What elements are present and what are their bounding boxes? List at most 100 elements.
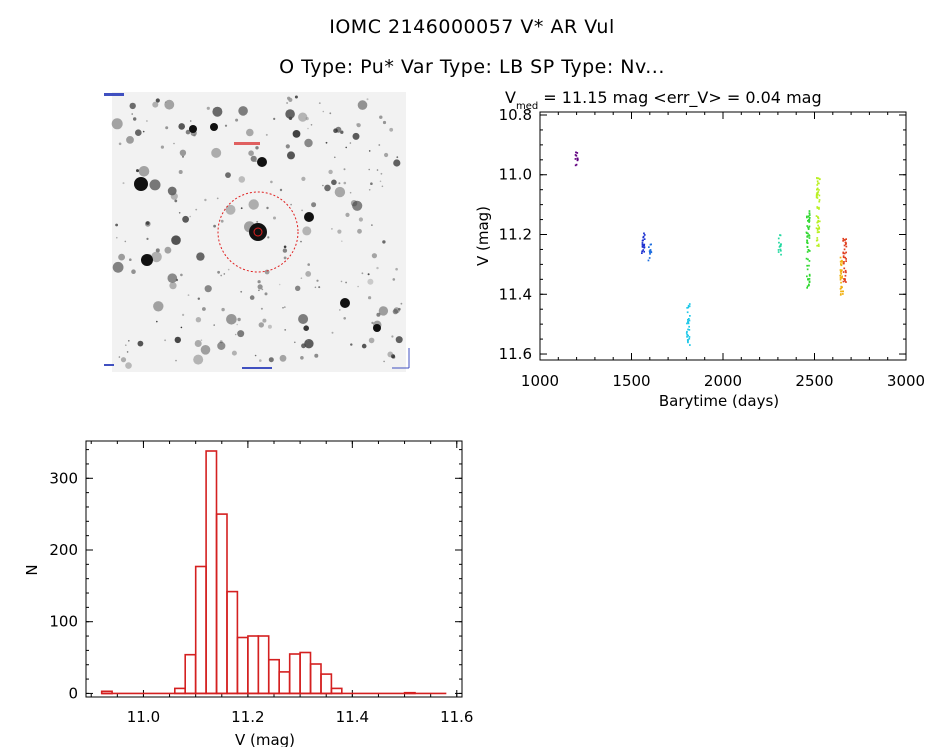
hist-y-tick-label: 100 — [49, 613, 78, 631]
star — [167, 186, 177, 196]
star — [220, 219, 224, 223]
star — [226, 314, 237, 325]
star — [185, 129, 191, 135]
star — [384, 152, 389, 158]
star — [221, 307, 225, 312]
star — [189, 215, 191, 218]
star — [273, 117, 276, 120]
star — [160, 145, 164, 149]
star — [267, 236, 270, 239]
lc-data-point — [687, 334, 689, 337]
star — [378, 144, 381, 146]
lc-data-point — [575, 163, 578, 166]
star — [125, 362, 132, 369]
hist-y-tick-label: 300 — [49, 469, 78, 487]
hist-bar — [247, 635, 260, 695]
star — [164, 99, 175, 110]
lc-data-point — [815, 227, 818, 230]
bright-star — [340, 298, 350, 308]
star — [173, 142, 175, 145]
star — [146, 120, 148, 122]
star — [329, 112, 332, 115]
star — [396, 156, 399, 159]
star — [268, 357, 274, 363]
star — [368, 189, 371, 191]
star — [257, 284, 263, 290]
lc-data-point — [806, 236, 809, 238]
lc-data-point — [687, 322, 690, 325]
star — [379, 115, 383, 119]
lc-data-point — [685, 332, 688, 334]
lc-data-point — [816, 229, 819, 231]
chart-title-line1: IOMC 2146000057 V* AR Vul — [329, 16, 615, 38]
lc-data-point — [688, 336, 691, 338]
lc-data-point — [777, 249, 780, 251]
hist-x-axis-label: V (mag) — [235, 731, 295, 747]
lc-data-point — [642, 249, 645, 251]
star — [380, 172, 383, 175]
star — [200, 345, 211, 355]
lc-data-point — [649, 249, 652, 251]
star — [311, 202, 317, 208]
star — [178, 170, 183, 174]
star — [254, 160, 257, 163]
star — [301, 209, 303, 212]
star — [298, 314, 309, 324]
lc-data-point — [575, 154, 578, 157]
star — [382, 120, 387, 125]
hist-bar — [278, 671, 291, 695]
star — [314, 286, 317, 289]
star — [237, 330, 245, 338]
lc-data-point — [843, 262, 845, 265]
hist-bar — [299, 651, 312, 695]
star — [303, 325, 310, 332]
star — [393, 159, 401, 167]
star — [382, 240, 386, 244]
star — [212, 106, 223, 117]
hist-y-axis-label: N — [23, 564, 41, 575]
lc-data-point — [778, 246, 781, 248]
star — [283, 256, 287, 260]
hist-bar — [288, 653, 301, 695]
star — [224, 124, 228, 127]
lc-data-point — [687, 328, 689, 331]
lc-data-point — [839, 256, 842, 259]
lc-data-point — [808, 283, 810, 286]
lc-data-point — [843, 248, 846, 251]
lc-data-point — [806, 285, 809, 288]
lc-data-point — [816, 188, 818, 191]
lc-data-point — [843, 252, 846, 255]
lc-data-point — [816, 193, 819, 195]
lc-data-point — [817, 220, 820, 222]
star — [314, 353, 319, 358]
lc-data-point — [845, 281, 847, 283]
star — [129, 258, 132, 262]
star — [126, 351, 129, 353]
star — [352, 200, 363, 211]
star — [122, 182, 125, 185]
lc-data-point — [686, 330, 688, 333]
star — [266, 206, 269, 210]
lc-data-point — [816, 180, 819, 183]
star — [180, 326, 183, 329]
star — [333, 128, 338, 133]
star — [115, 223, 118, 227]
star — [341, 240, 343, 242]
star — [174, 336, 181, 344]
hist-x-tick-label: 11.6 — [440, 708, 473, 726]
lc-data-point — [807, 232, 809, 235]
bright-star — [134, 177, 148, 191]
star — [357, 100, 368, 110]
star — [240, 290, 243, 293]
hist-bar — [215, 513, 228, 695]
lc-data-point — [839, 288, 842, 290]
lc-data-point — [687, 340, 689, 343]
star — [125, 344, 127, 347]
lc-data-point — [841, 277, 843, 279]
star — [357, 228, 362, 234]
star — [392, 278, 396, 281]
star — [217, 270, 221, 274]
lc-data-point — [842, 252, 845, 255]
